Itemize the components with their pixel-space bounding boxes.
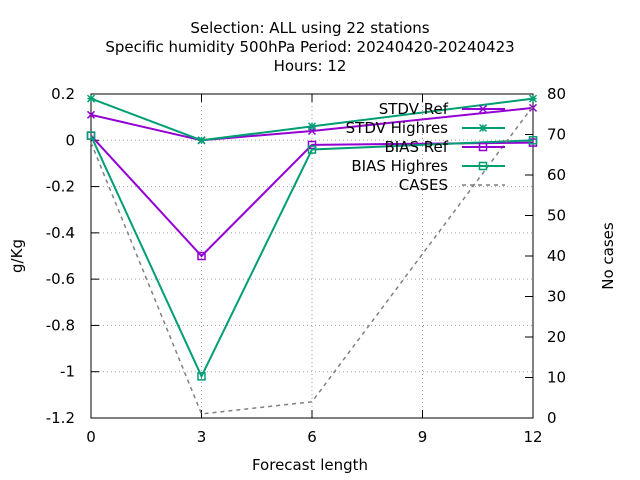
y2-tick-label: 0 [547,409,557,427]
legend-entry: CASES [399,176,505,194]
y2-tick-label: 50 [547,207,566,225]
series-line [90,97,534,142]
legend-entry: STDV Ref [379,100,505,118]
y-tick-label: -0.8 [46,316,75,334]
legend-label: BIAS Highres [351,157,448,175]
series-line [90,135,534,258]
y2-tick-label: 10 [547,369,566,387]
legend-label: BIAS Ref [384,138,448,156]
grid [91,94,533,418]
legend-label: STDV Highres [346,119,449,137]
x-tick-label: 12 [523,428,542,446]
data-point [528,136,538,145]
chart-title-line-3: Hours: 12 [274,57,347,75]
chart-title-line-2: Specific humidity 500hPa Period: 2024042… [105,38,514,56]
data-point [197,251,206,261]
series [86,94,538,415]
x-tick-label: 6 [307,428,317,446]
data-point [86,110,96,119]
series-line [90,105,534,415]
y-tick-label: -1.2 [46,409,75,427]
data-point [307,145,317,154]
y-tick-label: 0.2 [51,85,75,103]
data-point [478,161,488,171]
y-tick-label: 0 [65,131,75,149]
data-point [86,131,96,140]
chart-title: Selection: ALL using 22 stations Specifi… [105,19,514,75]
y2-tick-label: 80 [547,85,566,103]
legend-label: CASES [399,176,448,194]
x-tick-label: 0 [86,428,96,446]
legend-entry: BIAS Highres [351,157,505,175]
series-line [90,106,534,142]
y2-tick-label: 70 [547,126,566,144]
y-tick-label: -1 [60,363,75,381]
x-tick-label: 9 [418,428,428,446]
legend-label: STDV Ref [379,100,449,118]
legend-entry: STDV Highres [346,119,505,137]
data-point [478,142,488,152]
x-tick-label: 3 [197,428,207,446]
data-point [307,140,317,150]
axis-ticks: 0 3 6 9 12 0.2 0 -0.2 -0.4 -0.6 -0.8 -1 -1.2 80 70 60 50… [46,85,566,446]
chart-title-line-1: Selection: ALL using 22 stations [190,19,429,37]
y-axis-label: g/Kg [8,239,26,273]
y2-tick-label: 20 [547,328,566,346]
series-bias-highres [86,131,538,381]
y-tick-label: -0.4 [46,224,75,242]
y2-tick-label: 30 [547,288,566,306]
y-tick-label: -0.6 [46,270,75,288]
x-axis-label: Forecast length [252,456,368,474]
legend-entry: BIAS Ref [384,138,505,156]
series-cases [90,105,534,415]
y2-tick-label: 60 [547,166,566,184]
data-point [478,104,488,114]
y2-axis-label: No cases [599,222,617,290]
y-tick-label: -0.2 [46,178,75,196]
series-line [90,135,534,379]
series-stdv-highres [86,94,538,145]
y2-tick-label: 40 [547,247,566,265]
data-point [197,372,206,381]
